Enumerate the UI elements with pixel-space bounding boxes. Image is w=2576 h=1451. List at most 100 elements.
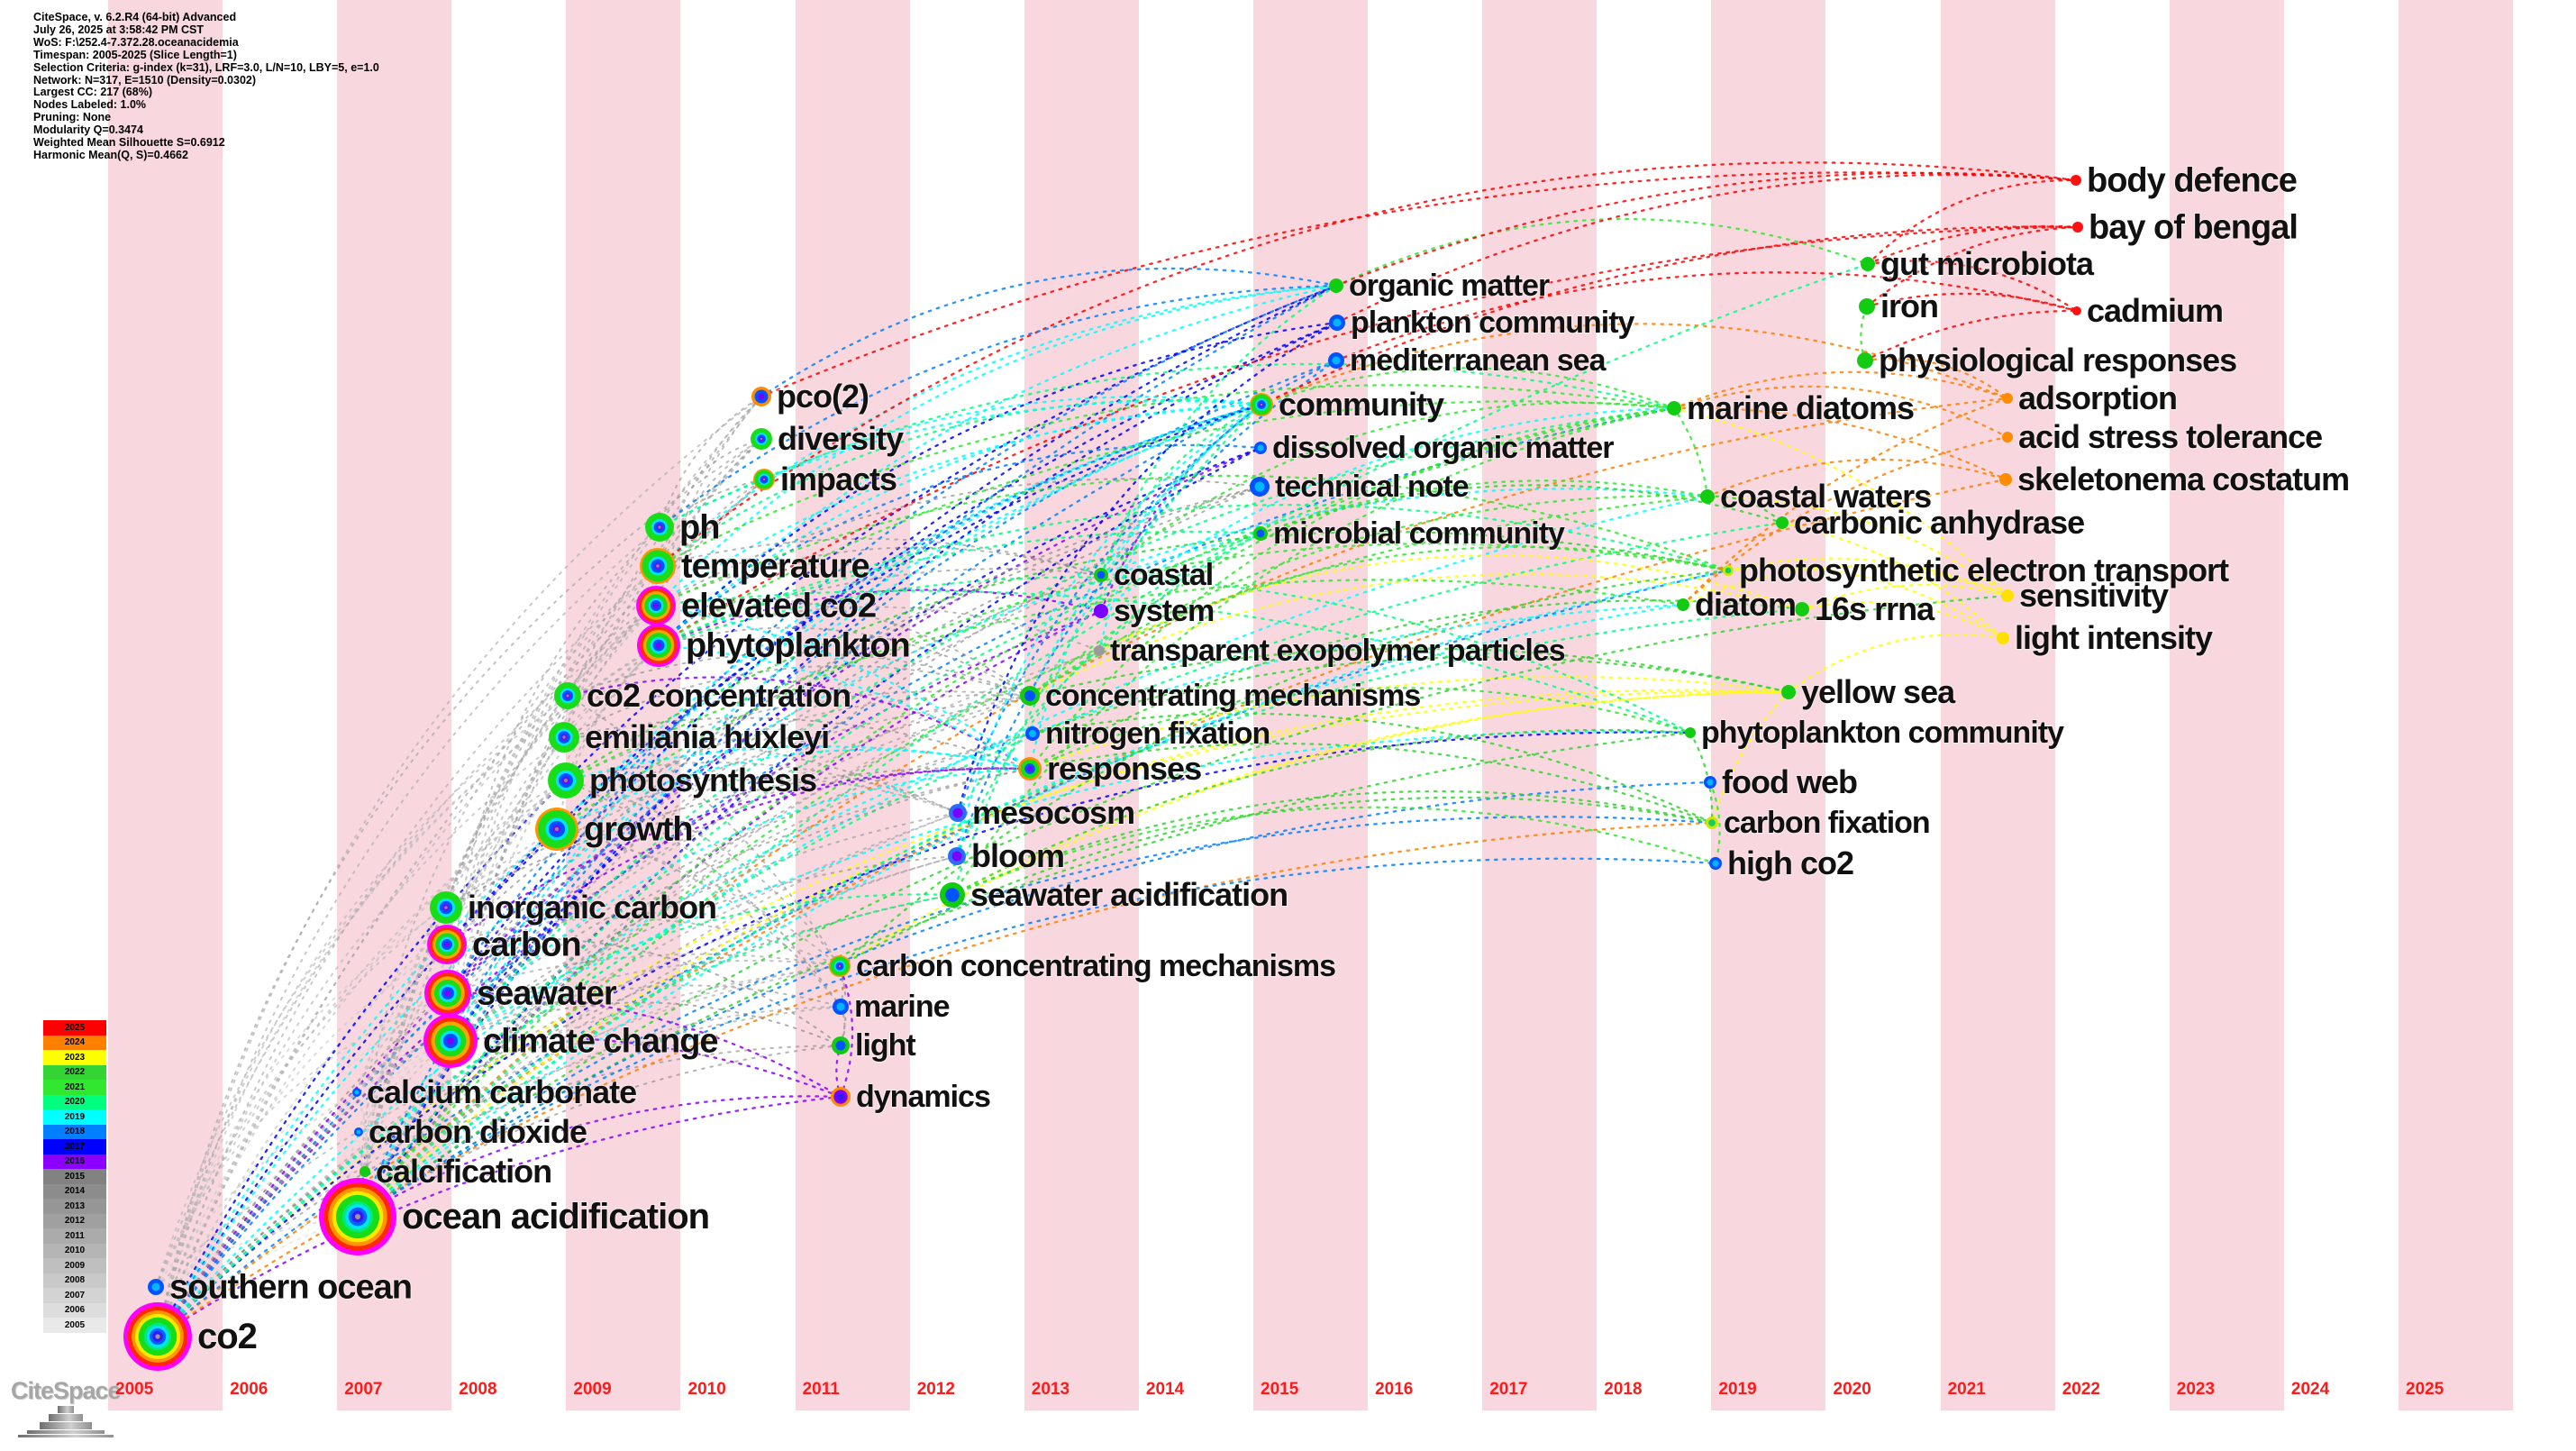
keyword-node[interactable] bbox=[753, 469, 775, 490]
keyword-node[interactable] bbox=[548, 762, 584, 799]
keyword-node[interactable] bbox=[148, 1279, 164, 1295]
cooccurrence-edge bbox=[565, 780, 841, 967]
keyword-node[interactable] bbox=[123, 1302, 192, 1371]
keyword-node[interactable] bbox=[1723, 565, 1734, 576]
cooccurrence-edge bbox=[357, 780, 567, 1218]
cooccurrence-edge bbox=[156, 821, 1714, 1338]
keyword-node[interactable] bbox=[640, 548, 676, 584]
keyword-label: bloom bbox=[971, 837, 1064, 874]
keyword-node[interactable] bbox=[1861, 257, 1875, 271]
keyword-node[interactable] bbox=[423, 1014, 478, 1068]
node-ring bbox=[1707, 779, 1714, 786]
keyword-label: seawater acidification bbox=[970, 876, 1288, 913]
keyword-node[interactable] bbox=[2002, 393, 2013, 404]
keyword-node[interactable] bbox=[1776, 516, 1789, 529]
keyword-node[interactable] bbox=[354, 1127, 363, 1136]
legend-entry: 2023 bbox=[43, 1050, 106, 1065]
cooccurrence-edge bbox=[556, 828, 842, 1008]
keyword-node[interactable] bbox=[1709, 857, 1722, 870]
node-ring bbox=[151, 1282, 160, 1291]
node-ring bbox=[945, 888, 960, 902]
keyword-node[interactable] bbox=[430, 891, 462, 924]
cooccurrence-edge bbox=[156, 521, 1784, 1338]
keyword-node[interactable] bbox=[1859, 298, 1875, 315]
keyword-node[interactable] bbox=[1094, 645, 1105, 656]
keyword-node[interactable] bbox=[1677, 598, 1689, 611]
keyword-node[interactable] bbox=[833, 999, 849, 1015]
keyword-node[interactable] bbox=[1781, 685, 1796, 699]
cooccurrence-edge bbox=[356, 603, 1685, 1218]
keyword-node[interactable] bbox=[1685, 727, 1696, 738]
cooccurrence-edge bbox=[1028, 742, 1714, 825]
cooccurrence-edge bbox=[450, 438, 762, 1042]
keyword-node[interactable] bbox=[549, 722, 579, 753]
keyword-node[interactable] bbox=[1795, 602, 1809, 616]
node-ring bbox=[360, 1166, 370, 1177]
cooccurrence-edge bbox=[1866, 260, 2079, 313]
keyword-node[interactable] bbox=[1018, 757, 1042, 780]
keyword-node[interactable] bbox=[319, 1178, 396, 1255]
keyword-node[interactable] bbox=[1704, 776, 1716, 789]
keyword-node[interactable] bbox=[535, 808, 578, 851]
keyword-node[interactable] bbox=[637, 624, 680, 667]
metadata-line: Pruning: None bbox=[33, 111, 112, 124]
keyword-node[interactable] bbox=[1094, 604, 1108, 618]
cooccurrence-edge bbox=[955, 403, 1263, 858]
keyword-label: carbon dioxide bbox=[369, 1113, 587, 1150]
metadata-line: Weighted Mean Silhouette S=0.6912 bbox=[33, 136, 225, 150]
keyword-node[interactable] bbox=[1254, 442, 1267, 454]
cooccurrence-edge bbox=[659, 396, 762, 528]
keyword-label: carbonic anhydrase bbox=[1794, 504, 2084, 541]
keyword-node[interactable] bbox=[1329, 315, 1345, 331]
keyword-node[interactable] bbox=[554, 682, 581, 709]
cooccurrence-edge bbox=[1710, 690, 1790, 825]
keyword-node[interactable] bbox=[1700, 489, 1715, 504]
keyword-node[interactable] bbox=[1997, 632, 2009, 644]
keyword-node[interactable] bbox=[2072, 306, 2081, 315]
keyword-node[interactable] bbox=[949, 804, 967, 822]
year-stripe bbox=[2283, 0, 2399, 1410]
keyword-node[interactable] bbox=[2072, 222, 2083, 233]
keyword-node[interactable] bbox=[2001, 589, 2014, 602]
keyword-node[interactable] bbox=[1250, 477, 1270, 497]
keyword-node[interactable] bbox=[1250, 393, 1273, 416]
year-stripe bbox=[108, 0, 223, 1410]
keyword-node[interactable] bbox=[829, 955, 851, 977]
keyword-node[interactable] bbox=[427, 925, 467, 964]
keyword-node[interactable] bbox=[751, 428, 772, 450]
keyword-label: marine diatoms bbox=[1687, 389, 1914, 426]
keyword-node[interactable] bbox=[1667, 401, 1681, 415]
keyword-node[interactable] bbox=[2071, 175, 2081, 186]
keyword-node[interactable] bbox=[645, 513, 674, 542]
node-ring bbox=[2001, 589, 2014, 602]
keyword-node[interactable] bbox=[1706, 817, 1718, 829]
metadata-line: Largest CC: 217 (68%) bbox=[33, 86, 152, 99]
keyword-node[interactable] bbox=[424, 970, 471, 1017]
year-stripe bbox=[1368, 0, 1483, 1410]
keyword-node[interactable] bbox=[940, 882, 965, 908]
keyword-label: transparent exopolymer particles bbox=[1110, 634, 1565, 668]
keyword-node[interactable] bbox=[1020, 686, 1040, 706]
keyword-node[interactable] bbox=[1094, 568, 1108, 582]
keyword-node[interactable] bbox=[1999, 473, 2012, 486]
cooccurrence-edge bbox=[555, 748, 1032, 831]
keyword-node[interactable] bbox=[1857, 352, 1873, 369]
cooccurrence-edge bbox=[157, 438, 762, 1337]
keyword-node[interactable] bbox=[360, 1166, 370, 1177]
keyword-node[interactable] bbox=[352, 1088, 361, 1097]
keyword-label: climate change bbox=[483, 1023, 718, 1061]
keyword-node[interactable] bbox=[948, 847, 966, 865]
keyword-node[interactable] bbox=[2002, 432, 2013, 443]
keyword-node[interactable] bbox=[1025, 726, 1040, 741]
keyword-node[interactable] bbox=[1328, 352, 1344, 369]
cooccurrence-edge bbox=[1865, 225, 2080, 308]
keyword-node[interactable] bbox=[832, 1036, 850, 1054]
keyword-node[interactable] bbox=[636, 586, 676, 625]
keyword-node[interactable] bbox=[1329, 278, 1343, 293]
keyword-node[interactable] bbox=[831, 1087, 851, 1107]
keyword-node[interactable] bbox=[1253, 526, 1268, 541]
keyword-node[interactable] bbox=[751, 387, 771, 406]
cooccurrence-edge bbox=[155, 992, 449, 1288]
